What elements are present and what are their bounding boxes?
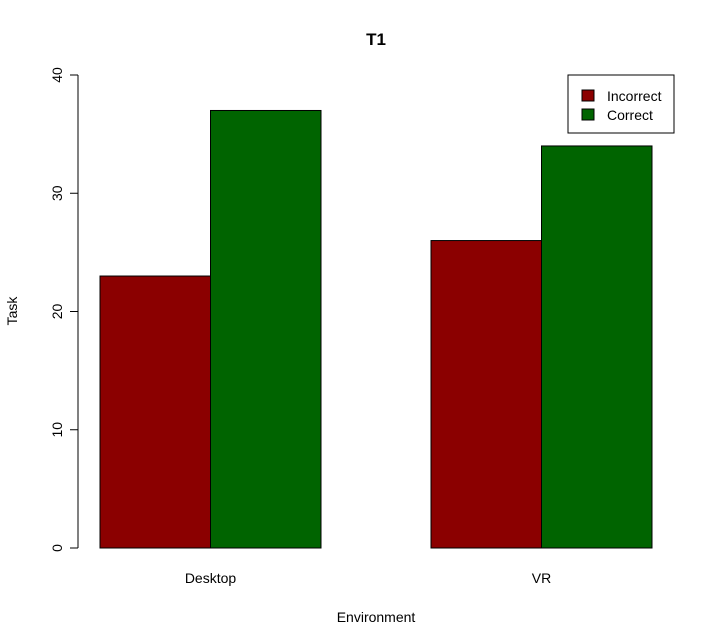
legend-swatch-correct (581, 108, 595, 121)
bars-group (99, 109, 653, 549)
x-tick-labels: Desktop VR (185, 570, 551, 586)
y-tick-label: 0 (49, 544, 65, 552)
legend-swatch-incorrect (581, 89, 595, 102)
y-tick-label: 10 (49, 422, 65, 438)
x-tick-label: Desktop (185, 570, 237, 586)
x-tick-label: VR (532, 570, 551, 586)
bar-desktop-incorrect (99, 275, 211, 549)
legend-box (567, 74, 675, 134)
x-axis-label: Environment (337, 609, 416, 625)
y-axis-label: Task (4, 296, 20, 326)
bar-desktop-correct (210, 109, 322, 549)
bar-vr-incorrect (430, 240, 542, 549)
chart-title: T1 (366, 30, 386, 49)
y-tick-label: 30 (49, 185, 65, 201)
y-tick-label: 40 (49, 67, 65, 83)
y-tick-label: 20 (49, 304, 65, 320)
legend: Incorrect Correct (567, 74, 675, 134)
y-axis: 0 10 20 30 40 (49, 67, 79, 552)
legend-label-correct: Correct (607, 107, 653, 123)
bar-vr-correct (541, 145, 653, 549)
legend-label-incorrect: Incorrect (607, 88, 662, 104)
